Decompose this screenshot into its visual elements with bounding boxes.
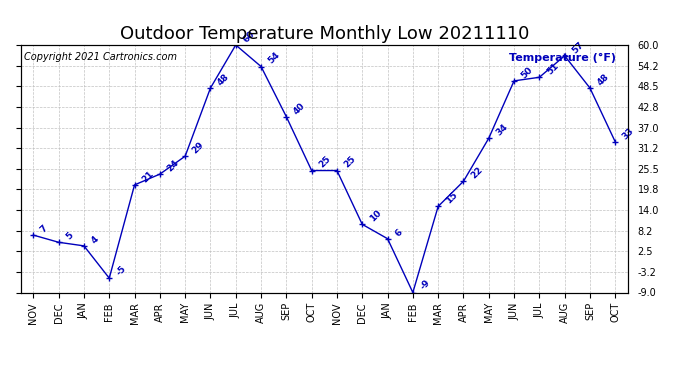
Text: 25: 25 [317,154,333,170]
Text: 33: 33 [621,126,636,141]
Text: 7: 7 [39,224,50,234]
Text: 29: 29 [190,140,206,155]
Text: 24: 24 [166,158,181,173]
Text: 22: 22 [469,165,484,180]
Text: 34: 34 [494,122,510,138]
Text: 50: 50 [520,65,535,80]
Text: Temperature (°F): Temperature (°F) [509,53,615,63]
Text: 10: 10 [368,209,383,224]
Text: 6: 6 [393,227,404,238]
Text: 48: 48 [595,72,611,87]
Text: 48: 48 [216,72,231,87]
Text: 60: 60 [241,29,257,44]
Text: -9: -9 [418,278,432,292]
Text: 5: 5 [64,231,75,242]
Text: -5: -5 [115,264,128,278]
Text: Copyright 2021 Cartronics.com: Copyright 2021 Cartronics.com [23,53,177,62]
Text: 40: 40 [292,101,307,116]
Text: 21: 21 [140,169,155,184]
Text: 15: 15 [444,190,459,206]
Text: 4: 4 [90,234,100,245]
Text: 54: 54 [266,51,282,66]
Text: 51: 51 [545,61,560,76]
Text: 25: 25 [342,154,357,170]
Text: 57: 57 [570,40,586,55]
Title: Outdoor Temperature Monthly Low 20211110: Outdoor Temperature Monthly Low 20211110 [119,26,529,44]
